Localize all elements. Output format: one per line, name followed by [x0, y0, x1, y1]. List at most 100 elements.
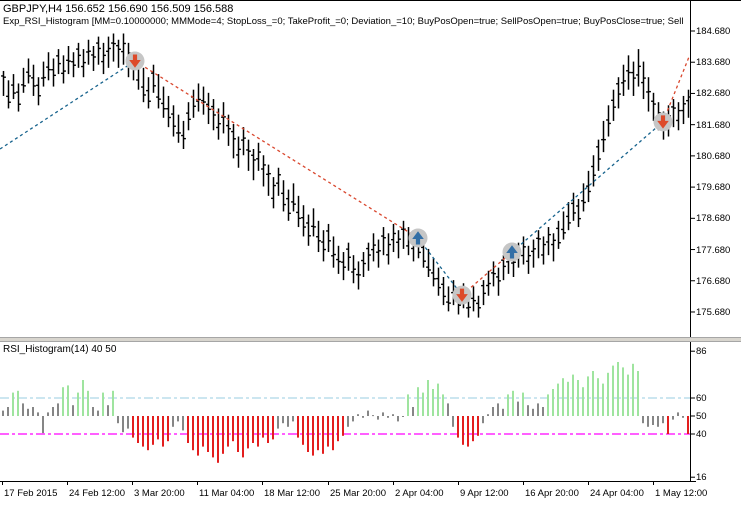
price-axis-label: 183.680	[696, 57, 731, 69]
rsi-histogram-bar	[362, 416, 364, 418]
rsi-histogram-bar	[67, 385, 69, 416]
rsi-histogram-bar	[652, 416, 654, 425]
price-axis-label: 180.680	[696, 150, 731, 162]
sell-signal-marker[interactable]	[125, 51, 145, 71]
rsi-histogram-bar	[557, 383, 559, 416]
rsi-histogram-bar	[417, 387, 419, 416]
rsi-histogram-bar	[517, 401, 519, 416]
time-axis-label: 9 Apr 12:00	[460, 488, 509, 499]
expert-params-line: Exp_RSI_Histogram [MM=0.10000000; MMMode…	[3, 16, 684, 27]
rsi-histogram-bar	[632, 363, 634, 416]
rsi-histogram-bar	[297, 416, 299, 438]
time-axis-label: 2 Apr 04:00	[395, 488, 444, 499]
rsi-histogram-bar	[492, 407, 494, 416]
rsi-histogram-bar	[82, 380, 84, 416]
rsi-histogram-bar	[157, 416, 159, 440]
rsi-histogram-bar	[282, 416, 284, 424]
sell-signal-marker[interactable]	[653, 112, 673, 132]
rsi-histogram-bar	[187, 416, 189, 443]
buy-signal-marker[interactable]	[502, 242, 522, 262]
rsi-histogram-bar	[112, 390, 114, 416]
rsi-histogram-bar	[272, 416, 274, 440]
indicator-axis-label: 86	[696, 346, 707, 358]
rsi-histogram-bar	[287, 416, 289, 427]
rsi-histogram-bar	[447, 403, 449, 416]
rsi-histogram-bar	[172, 416, 174, 427]
price-axis-label: 184.680	[696, 26, 731, 37]
rsi-histogram-bar	[257, 416, 259, 447]
main-chart-surface[interactable]	[0, 0, 690, 337]
time-axis-label: 25 Mar 20:00	[330, 488, 386, 499]
rsi-histogram-bar	[482, 416, 484, 424]
arrow-down-icon	[456, 288, 468, 302]
rsi-histogram-bar	[192, 416, 194, 451]
rsi-histogram-bar	[37, 412, 39, 416]
rsi-histogram-bar	[132, 416, 134, 438]
rsi-histogram-bar	[437, 383, 439, 416]
rsi-histogram-bar	[327, 416, 329, 447]
rsi-histogram-bar	[377, 416, 379, 420]
rsi-histogram-bar	[542, 407, 544, 416]
rsi-histogram-bar	[42, 416, 44, 434]
rsi-histogram-bar	[597, 378, 599, 416]
indicator-title: RSI_Histogram(14) 40 50	[3, 344, 117, 355]
rsi-histogram-bar	[467, 416, 469, 447]
rsi-histogram-bar	[147, 416, 149, 451]
rsi-histogram-bar	[622, 367, 624, 416]
time-axis-label: 3 Mar 20:00	[134, 488, 185, 499]
arrow-down-icon	[657, 115, 669, 129]
rsi-histogram-bar	[312, 416, 314, 456]
rsi-histogram-bar	[352, 416, 354, 422]
trade-line	[461, 251, 513, 296]
rsi-histogram-bar	[637, 371, 639, 416]
sell-signal-marker[interactable]	[452, 285, 472, 305]
rsi-histogram-bar	[617, 362, 619, 416]
rsi-histogram-bar	[247, 416, 249, 449]
trade-line	[417, 237, 463, 296]
rsi-histogram-bar	[22, 403, 24, 416]
rsi-histogram-bar	[497, 403, 499, 416]
rsi-histogram-bar	[262, 416, 264, 438]
rsi-histogram-bar	[52, 407, 54, 416]
rsi-histogram-bar	[222, 416, 224, 454]
rsi-histogram-bar	[317, 416, 319, 451]
trade-line	[134, 60, 419, 239]
rsi-histogram-bar	[137, 416, 139, 443]
symbol-ohlc-line: GBPJPY,H4 156.652 156.690 156.509 156.58…	[3, 3, 234, 15]
rsi-histogram-bar	[412, 407, 414, 416]
rsi-histogram-bar	[102, 392, 104, 416]
time-axis-label: 1 May 12:00	[655, 488, 708, 499]
indicator-axis-label: 50	[696, 411, 707, 422]
rsi-histogram-bar	[292, 416, 294, 422]
rsi-histogram-bar	[347, 416, 349, 427]
rsi-histogram-bar	[2, 410, 4, 416]
rsi-histogram-bar	[642, 416, 644, 424]
buy-signal-marker[interactable]	[408, 228, 428, 248]
rsi-histogram-bar	[107, 405, 109, 416]
rsi-histogram-bar	[387, 416, 389, 418]
rsi-histogram-bar	[142, 416, 144, 447]
rsi-histogram-bar	[162, 416, 164, 447]
rsi-histogram-bar	[342, 416, 344, 436]
arrow-down-icon	[129, 54, 141, 68]
rsi-histogram-bar	[367, 410, 369, 416]
rsi-histogram-bar	[232, 416, 234, 442]
rsi-histogram-bar	[587, 376, 589, 416]
indicator-chart-surface[interactable]	[0, 342, 690, 481]
rsi-histogram-bar	[682, 416, 684, 418]
arrow-up-icon	[506, 245, 518, 259]
rsi-histogram-bar	[357, 414, 359, 416]
rsi-histogram-bar	[237, 416, 239, 452]
rsi-histogram-bar	[97, 410, 99, 416]
rsi-histogram-bar	[212, 416, 214, 458]
rsi-histogram-bar	[487, 414, 489, 416]
rsi-histogram-bar	[607, 372, 609, 416]
rsi-histogram-bar	[127, 416, 129, 429]
panel-separator[interactable]	[0, 337, 741, 342]
rsi-histogram-bar	[537, 403, 539, 416]
rsi-histogram-bar	[402, 416, 404, 417]
rsi-histogram-bar	[227, 416, 229, 447]
rsi-histogram-bar	[477, 416, 479, 436]
rsi-histogram-bar	[512, 390, 514, 416]
